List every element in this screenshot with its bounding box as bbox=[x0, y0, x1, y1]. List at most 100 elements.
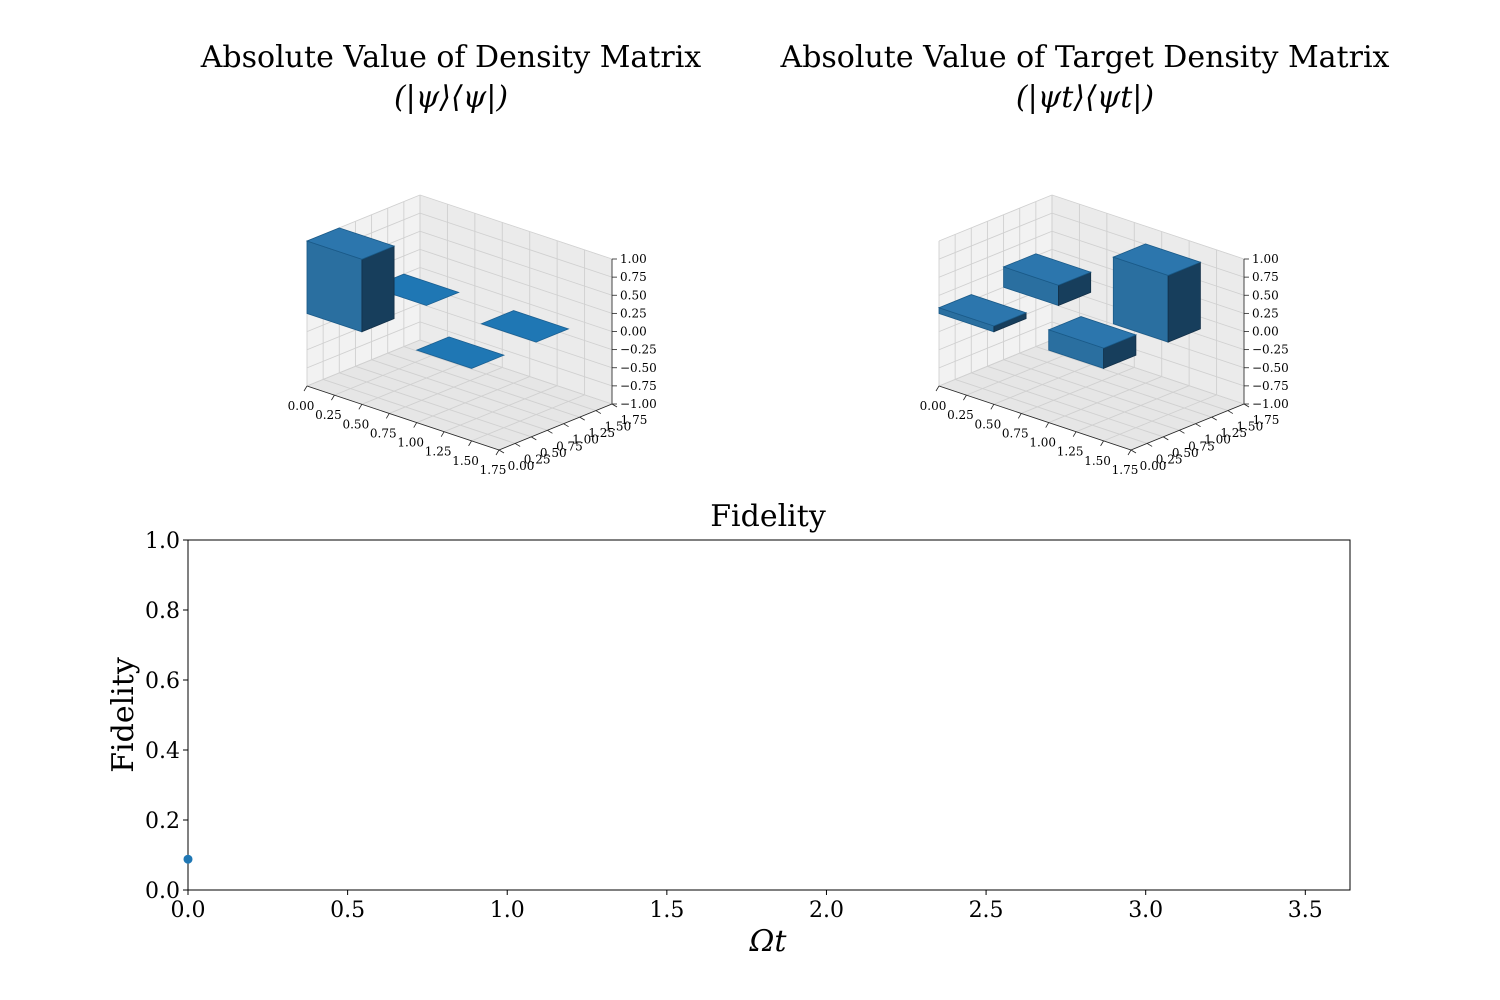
tdm-bar bbox=[1047, 316, 1138, 369]
fidelity-y-tick-label: 0.6 bbox=[145, 669, 180, 694]
tdm-z-tick-label: −0.75 bbox=[1252, 379, 1289, 393]
dm-wall-grid-z bbox=[419, 212, 613, 278]
tdm-bar-top bbox=[1112, 243, 1202, 276]
tdm-floor-grid-x bbox=[1021, 367, 1135, 414]
dm-bar bbox=[480, 310, 570, 343]
dm-y-tick bbox=[563, 423, 569, 428]
dm-z-tick-label: 0.50 bbox=[620, 288, 647, 302]
tdm-floor-grid-y bbox=[955, 379, 1148, 444]
tdm-floor-grid-y bbox=[1019, 352, 1212, 418]
tdm-floor-grid-x bbox=[1075, 385, 1190, 433]
tdm-bar bbox=[937, 294, 1028, 333]
tdm-y-tick bbox=[1227, 410, 1234, 414]
tdm-z-tick-label: 0.25 bbox=[1252, 306, 1279, 320]
dm-y-tick-label: 0.50 bbox=[540, 446, 567, 460]
tdm-bar-top bbox=[1047, 316, 1138, 349]
target-density-matrix-plot: Absolute Value of Target Density Matrix … bbox=[780, 40, 1390, 477]
fidelity-xlabel: Ωt bbox=[749, 924, 788, 959]
dm-bar-top bbox=[305, 227, 396, 260]
dm-y-axis-line bbox=[498, 403, 613, 451]
tdm-x-tick bbox=[1127, 449, 1132, 456]
tdm-x-tick-label: 0.75 bbox=[1002, 426, 1029, 440]
tdm-bar bbox=[1112, 243, 1202, 343]
tdm-x-tick bbox=[1072, 431, 1077, 437]
fidelity-y-tick-label: 1.0 bbox=[145, 529, 180, 554]
tdm-bar bbox=[1002, 253, 1092, 307]
target-density-matrix-title-line1: Absolute Value of Target Density Matrix bbox=[780, 40, 1390, 75]
dm-z-tick-label: 0.75 bbox=[620, 270, 647, 284]
dm-y-tick-label: 1.00 bbox=[572, 433, 599, 447]
dm-floor-grid-x bbox=[471, 394, 585, 442]
dm-z-tick-label: 0.25 bbox=[620, 306, 647, 320]
density-matrix-title-line1: Absolute Value of Density Matrix bbox=[200, 40, 702, 75]
tdm-floor-grid-y bbox=[971, 372, 1164, 438]
tdm-z-tick-label: −0.50 bbox=[1252, 361, 1289, 375]
dm-y-tick-label: 0.25 bbox=[524, 452, 551, 466]
dm-x-tick-label: 0.25 bbox=[315, 408, 342, 422]
tdm-x-tick bbox=[1100, 440, 1104, 447]
tdm-x-tick-label: 0.25 bbox=[947, 408, 974, 422]
dm-y-tick bbox=[498, 449, 505, 454]
dm-floor-grid-x bbox=[416, 376, 530, 423]
tdm-y-tick bbox=[1130, 449, 1137, 454]
tdm-x-tick-label: 1.25 bbox=[1057, 445, 1084, 459]
dm-bar bbox=[305, 227, 396, 333]
tdm-wall-grid-z bbox=[1051, 194, 1245, 260]
tdm-wall-grid-z bbox=[938, 321, 1053, 369]
tdm-floor-grid-y bbox=[1003, 359, 1196, 425]
fidelity-y-tick-label: 0.8 bbox=[145, 599, 180, 624]
tdm-y-axis-line bbox=[1130, 403, 1245, 451]
dm-floor-grid-x bbox=[361, 357, 476, 405]
fidelity-x-tick-label: 0.5 bbox=[330, 898, 365, 923]
tdm-y-tick-label: 0.75 bbox=[1188, 439, 1215, 453]
tdm-x-tick-label: 0.50 bbox=[974, 417, 1001, 431]
tdm-y-tick bbox=[1163, 436, 1169, 441]
dm-floor-grid-y bbox=[371, 359, 564, 425]
tdm-y-tick-label: 1.50 bbox=[1236, 420, 1263, 434]
tdm-z-tick-label: 1.00 bbox=[1252, 252, 1279, 266]
tdm-x-tick-label: 1.75 bbox=[1112, 463, 1139, 477]
tdm-y-tick-label: 1.75 bbox=[1253, 413, 1280, 427]
tdm-x-tick bbox=[1045, 422, 1050, 428]
dm-y-tick-label: 1.25 bbox=[588, 426, 615, 440]
tdm-y-tick bbox=[1179, 429, 1185, 434]
dm-z-tick-label: −0.75 bbox=[620, 379, 657, 393]
tdm-floor-grid-x bbox=[993, 357, 1108, 405]
dm-wall-grid-z bbox=[306, 339, 421, 387]
fidelity-title: Fidelity bbox=[710, 499, 826, 534]
dm-y-tick-label: 0.75 bbox=[556, 439, 583, 453]
tdm-x-tick-label: 0.00 bbox=[920, 399, 947, 413]
tdm-y-tick bbox=[1146, 443, 1153, 447]
dm-y-tick bbox=[595, 410, 602, 414]
dm-wall-grid-z bbox=[419, 248, 613, 314]
dm-y-tick-label: 1.75 bbox=[621, 413, 648, 427]
tdm-y-tick-label: 1.00 bbox=[1204, 433, 1231, 447]
dm-y-tick-label: 0.00 bbox=[508, 459, 535, 473]
dm-x-tick bbox=[385, 413, 390, 419]
tdm-wall-grid-z bbox=[938, 339, 1053, 387]
dm-floor-grid-y bbox=[355, 365, 548, 431]
tdm-floor-grid-y bbox=[1035, 346, 1228, 411]
fidelity-x-tick-label: 3.5 bbox=[1288, 898, 1323, 923]
dm-floor-grid-y bbox=[339, 372, 532, 438]
dm-z-tick-label: 1.00 bbox=[620, 252, 647, 266]
dm-floor-grid-y bbox=[323, 379, 516, 444]
fidelity-point bbox=[183, 854, 193, 864]
fidelity-x-tick-label: 2.0 bbox=[809, 898, 844, 923]
dm-bar-top bbox=[415, 336, 506, 369]
tdm-x-tick bbox=[963, 394, 967, 401]
fidelity-x-tick-label: 0.0 bbox=[171, 898, 206, 923]
fidelity-y-tick-label: 0.2 bbox=[145, 809, 180, 834]
fidelity-x-tick-label: 3.0 bbox=[1128, 898, 1163, 923]
dm-x-tick-label: 1.25 bbox=[425, 445, 452, 459]
tdm-z-tick-label: 0.00 bbox=[1252, 325, 1279, 339]
dm-y-tick bbox=[531, 436, 537, 441]
dm-floor-grid-x bbox=[443, 385, 558, 433]
dm-y-tick bbox=[547, 429, 553, 434]
dm-wall-grid-z bbox=[419, 230, 613, 296]
dm-bar-side-face bbox=[361, 245, 395, 333]
fidelity-y-tick-label: 0.4 bbox=[145, 739, 180, 764]
dm-bar-top bbox=[480, 310, 570, 343]
dm-y-tick bbox=[514, 443, 521, 447]
dm-floor-grid-y bbox=[387, 352, 580, 418]
